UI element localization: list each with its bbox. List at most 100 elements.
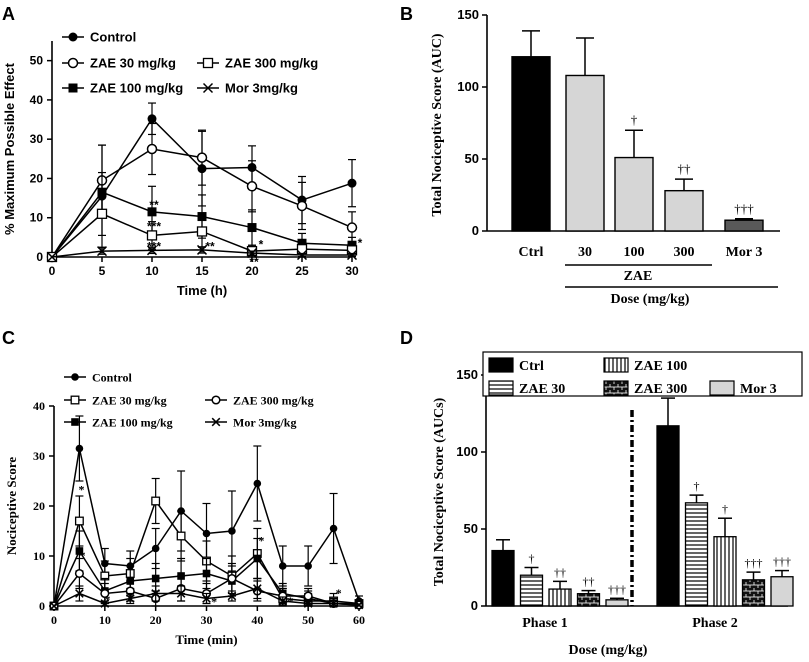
x-tick-label: 0 (49, 264, 56, 278)
data-point (227, 591, 237, 601)
y-tick-label: 0 (36, 250, 43, 264)
data-point (329, 599, 338, 608)
marker-stroke (278, 596, 288, 606)
bar (519, 574, 544, 607)
data-point (75, 547, 84, 555)
data-point (46, 251, 58, 263)
marker-stroke (354, 600, 364, 610)
significance-mark: ††† (773, 555, 791, 569)
x-tick-label: 25 (295, 264, 309, 278)
y-tick-label: 150 (457, 7, 479, 22)
bar-ctrl: Ctrl (511, 30, 551, 260)
y-tick-label: 20 (30, 171, 44, 185)
panel-letter-c: C (2, 328, 15, 348)
data-point (146, 245, 158, 256)
significance-mark: * (79, 549, 85, 563)
marker-stroke (329, 599, 338, 608)
data-point (202, 594, 211, 603)
data-point (196, 226, 208, 237)
y-tick-label: 40 (30, 93, 44, 107)
legend-marker (71, 418, 79, 426)
significance-mark: ** (149, 198, 159, 212)
marker-stroke (346, 250, 358, 261)
bar (724, 219, 764, 232)
data-point (151, 574, 160, 583)
data-point (49, 601, 59, 611)
legend-label: ZAE 100 (634, 359, 687, 374)
data-point (202, 529, 211, 538)
legend-swatch (603, 380, 629, 396)
bar (614, 156, 654, 232)
significance-mark: †† (583, 575, 595, 589)
legend-marker (211, 395, 221, 405)
marker-stroke (100, 599, 110, 608)
series-mor-3mg-kg (49, 577, 364, 611)
data-point (151, 496, 161, 506)
data-point (296, 200, 308, 212)
legend-label: Mor 3 (740, 382, 777, 397)
y-tick-label: 0 (39, 599, 45, 613)
x-tick-label: 50 (302, 613, 314, 627)
x-tick-label: 0 (51, 613, 57, 627)
data-point (96, 208, 108, 219)
legend-label: ZAE 30 mg/kg (90, 56, 176, 71)
legend-label: ZAE 100 mg/kg (92, 416, 173, 430)
legend-box (482, 351, 803, 397)
data-point (303, 599, 313, 608)
significance-mark: *** (147, 219, 161, 233)
legend-marker (67, 57, 79, 69)
panel-letter-a: A (2, 4, 15, 24)
bar (656, 425, 680, 607)
x-tick-label: 20 (150, 613, 162, 627)
data-point (146, 143, 158, 155)
bar-30: 30 (565, 37, 605, 260)
legend: Ctrl ZAE 100 ZAE 30 ZAE 300 Mor 3 (482, 351, 803, 397)
panel-b: 0 50 100 150 Total Nociceptive Score (AUC) Ct… (430, 7, 780, 307)
legend-swatch (603, 357, 629, 373)
data-point (125, 594, 135, 603)
x-tick-label: 10 (99, 613, 111, 627)
significance-mark: ** (205, 239, 215, 253)
panel-letter-b: B (400, 4, 413, 24)
category-label: 300 (674, 245, 695, 260)
data-point (246, 248, 258, 259)
legend-marker (68, 32, 78, 42)
marker-stroke (253, 584, 262, 593)
x-tick-label: 30 (345, 264, 359, 278)
significance-mark: ††† (734, 201, 754, 216)
y-tick-label: 100 (456, 444, 478, 459)
data-point (74, 516, 84, 526)
legend-marker (211, 417, 221, 427)
y-tick-label: 100 (457, 79, 479, 94)
marker-stroke (202, 594, 211, 603)
y-tick-label: 30 (30, 132, 44, 146)
x-tick-label: 40 (251, 613, 263, 627)
legend-label: Mor 3mg/kg (225, 81, 298, 96)
data-point (96, 246, 108, 257)
legend-marker (68, 83, 78, 93)
significance-mark: * (358, 236, 363, 250)
data-point (303, 591, 313, 601)
category-label: Phase 2 (692, 616, 738, 631)
y-tick-label: 20 (33, 499, 45, 513)
data-point (278, 596, 288, 606)
bar (548, 588, 572, 607)
significance-mark: †† (554, 565, 566, 579)
legend-swatch (709, 380, 735, 396)
bar (713, 536, 737, 607)
significance-mark: †† (678, 161, 692, 176)
panel-a: 0 5 10 15 20 25 30 0 10 20 30 40 50 Time (h) % Maximum… (2, 30, 363, 299)
panel-letter-d: D (400, 328, 413, 348)
bar (664, 189, 704, 232)
x-axis-label: Dose (mg/kg) (569, 643, 648, 658)
data-point (346, 250, 358, 261)
legend: Control ZAE 30 mg/kg ZAE 300 mg/kg ZAE 100 … (64, 371, 314, 430)
data-point (151, 544, 160, 553)
legend-marker (71, 373, 79, 381)
legend-label: ZAE 100 mg/kg (90, 81, 183, 96)
data-point (100, 599, 110, 608)
data-point (75, 444, 84, 453)
y-axis-label: % Maximum Possible Effect (2, 62, 17, 235)
data-point (196, 152, 208, 163)
legend-label: Control (90, 30, 136, 45)
